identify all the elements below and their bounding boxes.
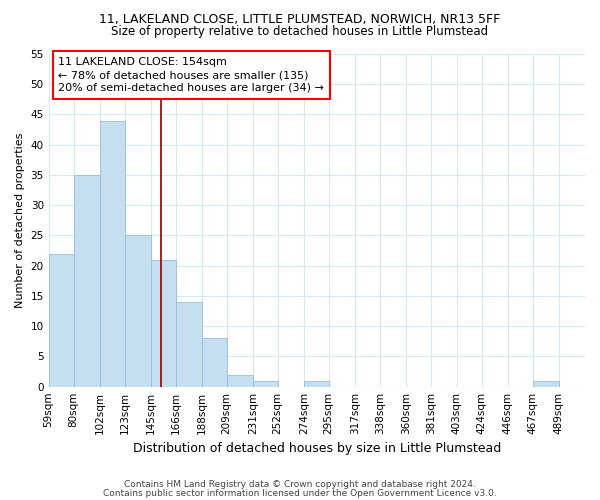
Bar bbox=[227, 374, 253, 386]
Y-axis label: Number of detached properties: Number of detached properties bbox=[15, 132, 25, 308]
Bar bbox=[533, 380, 559, 386]
Bar bbox=[49, 254, 74, 386]
Text: Contains HM Land Registry data © Crown copyright and database right 2024.: Contains HM Land Registry data © Crown c… bbox=[124, 480, 476, 489]
Text: Size of property relative to detached houses in Little Plumstead: Size of property relative to detached ho… bbox=[112, 25, 488, 38]
Bar bbox=[125, 236, 151, 386]
Text: 11, LAKELAND CLOSE, LITTLE PLUMSTEAD, NORWICH, NR13 5FF: 11, LAKELAND CLOSE, LITTLE PLUMSTEAD, NO… bbox=[100, 12, 500, 26]
X-axis label: Distribution of detached houses by size in Little Plumstead: Distribution of detached houses by size … bbox=[133, 442, 501, 455]
Bar bbox=[100, 120, 125, 386]
Bar bbox=[304, 380, 329, 386]
Text: Contains public sector information licensed under the Open Government Licence v3: Contains public sector information licen… bbox=[103, 488, 497, 498]
Bar bbox=[74, 175, 100, 386]
Text: 11 LAKELAND CLOSE: 154sqm
← 78% of detached houses are smaller (135)
20% of semi: 11 LAKELAND CLOSE: 154sqm ← 78% of detac… bbox=[58, 57, 324, 94]
Bar bbox=[176, 302, 202, 386]
Bar bbox=[151, 260, 176, 386]
Bar bbox=[253, 380, 278, 386]
Bar bbox=[202, 338, 227, 386]
